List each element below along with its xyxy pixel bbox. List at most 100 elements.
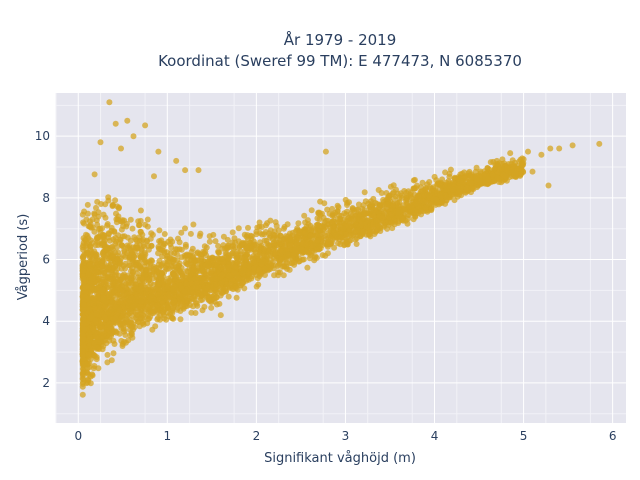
- y-tick-label: 10: [35, 129, 50, 143]
- data-point-outlier: [596, 140, 603, 147]
- data-point: [267, 217, 274, 224]
- data-point: [126, 279, 133, 286]
- data-point: [81, 220, 87, 227]
- data-point: [257, 239, 264, 246]
- data-point: [218, 280, 225, 287]
- data-point: [241, 261, 248, 268]
- data-point: [220, 233, 227, 240]
- data-point: [141, 259, 148, 266]
- data-point-outlier: [124, 117, 131, 124]
- data-point: [508, 167, 515, 174]
- data-point: [93, 334, 100, 340]
- data-point: [169, 281, 176, 288]
- data-point: [302, 230, 309, 237]
- data-point: [83, 251, 90, 258]
- data-point: [215, 243, 222, 249]
- data-point: [457, 188, 464, 195]
- data-point: [91, 211, 98, 218]
- data-point: [314, 237, 321, 244]
- data-point: [90, 351, 97, 358]
- data-point: [110, 350, 117, 357]
- data-point: [135, 274, 141, 281]
- data-point: [332, 232, 339, 239]
- data-point: [118, 265, 125, 272]
- data-point: [108, 244, 115, 251]
- data-point: [422, 204, 429, 211]
- data-point: [176, 239, 183, 246]
- data-point: [146, 265, 153, 272]
- data-point: [188, 248, 195, 255]
- data-point: [86, 336, 93, 343]
- data-point-outlier: [556, 145, 563, 152]
- data-point: [367, 229, 374, 236]
- data-point: [225, 252, 232, 259]
- data-point: [129, 225, 136, 232]
- data-point: [223, 281, 230, 287]
- data-point-outlier: [529, 168, 536, 175]
- data-point: [91, 171, 98, 178]
- data-point: [149, 307, 156, 314]
- data-point: [123, 223, 130, 230]
- data-point: [107, 306, 114, 313]
- data-point: [79, 211, 86, 218]
- data-point: [217, 264, 224, 271]
- data-point: [449, 186, 456, 193]
- data-point: [146, 258, 152, 265]
- data-point: [243, 244, 250, 251]
- data-point: [375, 187, 382, 193]
- data-point: [156, 280, 163, 287]
- y-tick-label: 4: [42, 314, 50, 328]
- data-point: [433, 177, 440, 184]
- data-point: [114, 216, 121, 223]
- data-point-outlier: [525, 148, 531, 155]
- data-point: [122, 284, 129, 291]
- data-point: [165, 291, 172, 298]
- data-point: [93, 204, 99, 211]
- data-point: [193, 280, 200, 286]
- data-point: [287, 236, 294, 243]
- data-point: [139, 231, 146, 238]
- data-point: [210, 258, 216, 265]
- data-point: [157, 274, 164, 281]
- data-point: [105, 197, 112, 204]
- data-point: [177, 308, 184, 314]
- x-axis-title: Signifikant våghöjd (m): [264, 451, 416, 466]
- data-point: [91, 363, 98, 369]
- data-point: [138, 246, 145, 253]
- data-point: [297, 229, 304, 236]
- data-point: [368, 201, 375, 208]
- data-point: [163, 316, 170, 323]
- data-point: [138, 237, 145, 244]
- data-point: [362, 198, 369, 205]
- data-point: [105, 265, 112, 272]
- data-point: [92, 267, 99, 273]
- data-point: [294, 240, 301, 247]
- data-point: [98, 325, 105, 332]
- data-point: [261, 246, 268, 253]
- data-point: [143, 237, 150, 244]
- data-point: [344, 223, 351, 229]
- data-point: [468, 180, 475, 187]
- data-point: [140, 321, 147, 328]
- data-point: [239, 270, 246, 277]
- data-point: [165, 304, 172, 311]
- data-point: [341, 241, 348, 248]
- data-point: [408, 195, 415, 202]
- data-point: [121, 328, 128, 335]
- data-point: [102, 214, 109, 221]
- data-point: [208, 304, 215, 311]
- data-point: [80, 368, 87, 375]
- data-point-outlier: [217, 312, 224, 319]
- data-point: [424, 181, 431, 188]
- data-point-outlier: [106, 99, 113, 106]
- data-point: [84, 201, 91, 208]
- data-point: [164, 283, 170, 290]
- data-point: [325, 232, 332, 239]
- data-point: [187, 289, 194, 295]
- tick-labels: 0 1 2 3 4 5 6 2 4 6 8 10: [35, 129, 617, 443]
- data-point-outlier: [545, 182, 552, 189]
- data-point: [177, 299, 184, 306]
- data-point: [128, 329, 135, 336]
